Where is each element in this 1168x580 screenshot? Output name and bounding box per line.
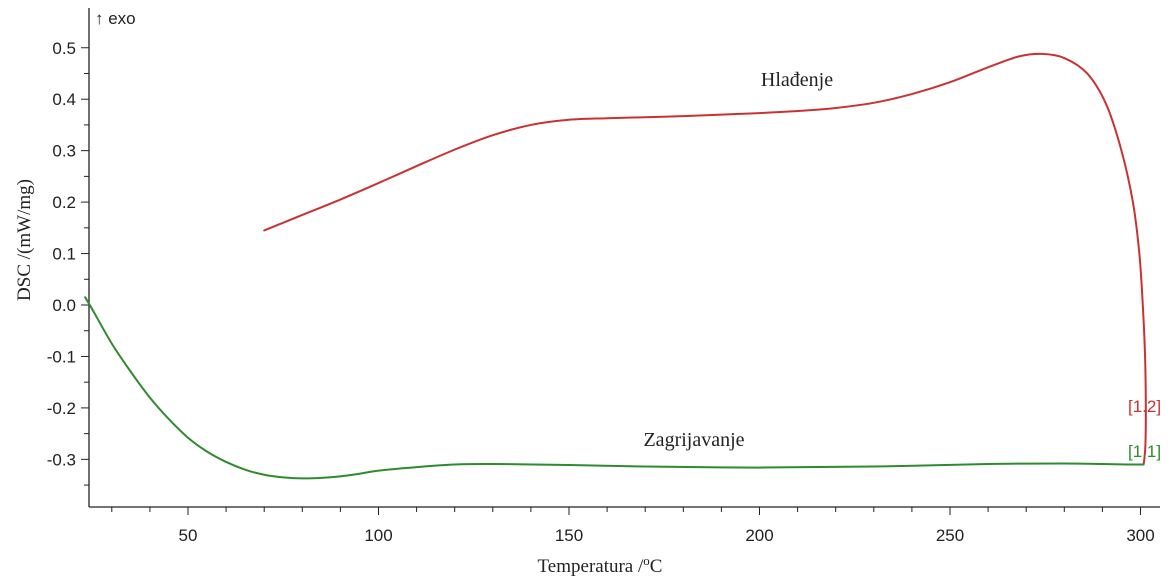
marker-label-1-2: [1.2] bbox=[1128, 397, 1161, 416]
exo-label: ↑ exo bbox=[95, 9, 136, 28]
y-axis-label: DSC /(mW/mg) bbox=[14, 179, 35, 301]
y-tick-label--0.2: -0.2 bbox=[47, 399, 76, 418]
x-tick-label-100: 100 bbox=[364, 526, 392, 545]
series-label-hladenje: Hlađenje bbox=[761, 69, 833, 91]
series-label-zagrijavanje: Zagrijavanje bbox=[643, 429, 744, 451]
series-line-hladenje bbox=[263, 52, 1147, 466]
y-tick-label-0.3: 0.3 bbox=[52, 142, 76, 161]
y-tick-label-0.4: 0.4 bbox=[52, 90, 76, 109]
y-tick-label--0.1: -0.1 bbox=[47, 347, 76, 366]
x-tick-label-150: 150 bbox=[555, 526, 583, 545]
y-tick-label-0.1: 0.1 bbox=[52, 245, 76, 264]
x-axis-label: Temperatura /oC bbox=[538, 553, 663, 577]
series-layer bbox=[84, 52, 1147, 480]
x-axis-label-unit: C bbox=[650, 556, 663, 577]
axes bbox=[88, 8, 1160, 508]
y-axis-ticks: 0.5 0.4 0.3 0.2 0.1 0.0 -0.1 -0.2 -0.3 bbox=[47, 39, 89, 486]
x-tick-label-50: 50 bbox=[179, 526, 198, 545]
x-tick-label-200: 200 bbox=[745, 526, 773, 545]
marker-label-1-1: [1.1] bbox=[1128, 442, 1161, 461]
x-axis-ticks: 50 100 150 200 250 300 bbox=[111, 507, 1155, 545]
series-line-zagrijavanje bbox=[84, 296, 1145, 480]
x-tick-label-300: 300 bbox=[1126, 526, 1154, 545]
y-tick-label-0.2: 0.2 bbox=[52, 193, 76, 212]
x-axis-label-unit-super: o bbox=[643, 553, 650, 568]
x-tick-label-250: 250 bbox=[936, 526, 964, 545]
y-tick-label-0.5: 0.5 bbox=[52, 39, 76, 58]
y-tick-label-0.0: 0.0 bbox=[52, 296, 76, 315]
x-axis-label-text: Temperatura / bbox=[538, 556, 644, 577]
y-tick-label--0.3: -0.3 bbox=[47, 450, 76, 469]
